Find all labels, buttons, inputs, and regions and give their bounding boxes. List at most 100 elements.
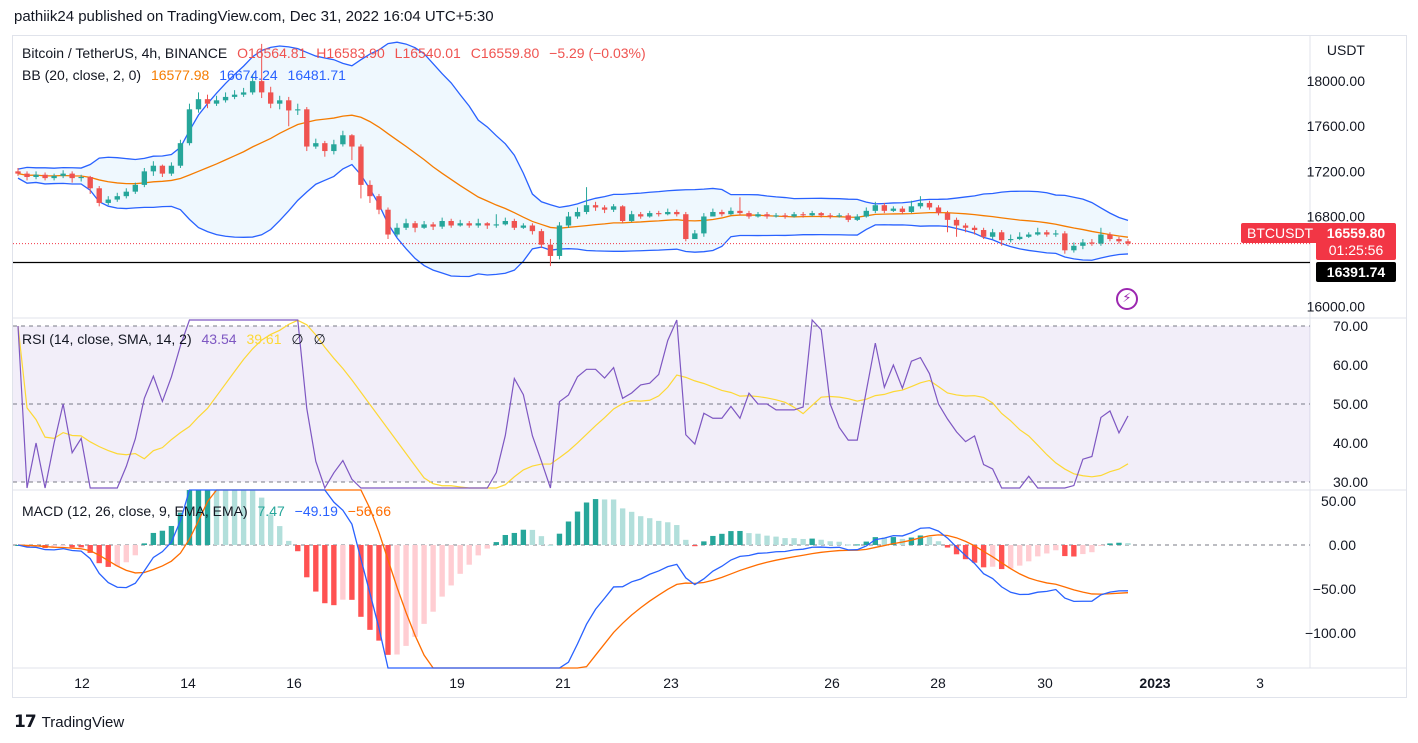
candle [1017, 232, 1023, 241]
candle-body [177, 143, 184, 166]
ohlc-change: −5.29 (−0.03%) [549, 45, 646, 61]
candle-body [809, 213, 815, 216]
macd-histogram-bar [168, 525, 175, 545]
candle [502, 217, 509, 226]
candle [51, 173, 57, 181]
candle [457, 219, 463, 227]
candle-body [944, 213, 951, 220]
bb-lower-line [17, 163, 1129, 278]
candle-body [313, 143, 319, 147]
candle [746, 210, 752, 219]
candle [556, 222, 563, 260]
macd-tick-label: 50.00 [1321, 493, 1356, 509]
macd-value: −49.19 [294, 503, 338, 519]
candle-body [737, 210, 743, 214]
candle-body [105, 199, 111, 203]
macd-histogram-bar [674, 525, 680, 545]
candle-body [412, 223, 418, 228]
candle [710, 208, 716, 217]
ohlc-low: L16540.01 [394, 45, 461, 61]
macd-signal-value: −56.66 [347, 503, 391, 519]
candle-body [69, 173, 75, 179]
rsi-value: 43.54 [201, 331, 237, 347]
candle-body [628, 214, 635, 221]
candle [1089, 239, 1095, 246]
candle [637, 211, 644, 219]
macd-histogram-bar [1107, 543, 1113, 545]
symbol-title[interactable]: Bitcoin / TetherUS, 4h, BINANCE [22, 45, 228, 61]
bb-basis-line [17, 114, 1129, 238]
candle [358, 144, 364, 199]
macd-histogram-bar [1080, 545, 1086, 555]
macd-label[interactable]: MACD (12, 26, close, 9, EMA, EMA) [22, 503, 248, 519]
macd-histogram-bar [935, 541, 942, 545]
last-price-tag: 16559.80 01:25:56 [1316, 223, 1396, 260]
macd-histogram-bar [1125, 543, 1131, 545]
candle [367, 180, 373, 203]
rsi-tick-label: 50.00 [1333, 396, 1368, 412]
candle [96, 186, 102, 207]
macd-histogram-bar [412, 545, 418, 637]
lightning-icon[interactable]: ⚡ [1116, 288, 1138, 310]
macd-histogram-bar [204, 490, 211, 545]
price-tick-label: 16000.00 [1307, 299, 1366, 315]
candle [1116, 236, 1122, 244]
candle [1007, 234, 1014, 243]
bb-basis-value: 16577.98 [150, 67, 210, 83]
macd-histogram-bar [782, 538, 788, 545]
macd-histogram-bar [565, 521, 572, 545]
candle-body [908, 206, 915, 212]
macd-histogram-bar [881, 537, 888, 545]
macd-histogram-bar [60, 545, 66, 547]
candle-body [421, 224, 427, 228]
rsi-label[interactable]: RSI (14, close, SMA, 14, 2) [22, 331, 192, 347]
macd-histogram-bar [619, 508, 626, 545]
candle [1125, 239, 1131, 246]
macd-histogram-bar [123, 545, 129, 563]
main-legend: Bitcoin / TetherUS, 4h, BINANCE O16564.8… [22, 45, 652, 61]
macd-histogram-bar [1116, 542, 1122, 545]
macd-histogram-bar [854, 544, 860, 546]
candle [863, 207, 869, 218]
ohlc-close: C16559.80 [470, 45, 540, 61]
macd-histogram-bar [313, 545, 319, 592]
candle [583, 187, 590, 215]
macd-histogram-bar [1044, 545, 1050, 554]
macd-histogram-bar [1035, 545, 1041, 557]
time-tick-label: 26 [824, 675, 840, 691]
candle-body [204, 99, 211, 104]
macd-histogram-bar [845, 544, 851, 546]
candle [340, 130, 346, 147]
candle [204, 94, 211, 109]
macd-histogram-bar [340, 545, 346, 600]
rsi-extra-2: ∅ [313, 331, 326, 347]
candle-body [881, 205, 888, 211]
candle [800, 211, 806, 218]
candle [313, 138, 319, 149]
footer: 17 TradingView [14, 712, 124, 732]
candle [331, 139, 337, 155]
macd-line [17, 489, 1129, 669]
macd-histogram-bar [475, 545, 481, 556]
macd-histogram-bar [737, 530, 743, 545]
macd-histogram-bar [322, 545, 328, 604]
bb-label[interactable]: BB (20, close, 2, 0) [22, 67, 142, 83]
candle [665, 208, 671, 216]
macd-histogram-bar [764, 535, 770, 545]
candle [87, 175, 93, 194]
candle [773, 213, 779, 218]
candle [782, 213, 788, 219]
price-tick-label: 16800.00 [1307, 208, 1366, 224]
candle-body [1026, 234, 1032, 237]
bb-upper-line [17, 41, 1129, 222]
time-tick-label: 3 [1256, 675, 1264, 691]
candle [322, 140, 328, 157]
candle-body [854, 216, 860, 220]
macd-histogram-bar [258, 497, 265, 545]
candle-body [15, 171, 21, 174]
tradingview-logo-icon: 17 [14, 712, 37, 732]
candle-body [267, 92, 274, 104]
candle-body [647, 213, 653, 217]
candle-body [159, 165, 166, 174]
